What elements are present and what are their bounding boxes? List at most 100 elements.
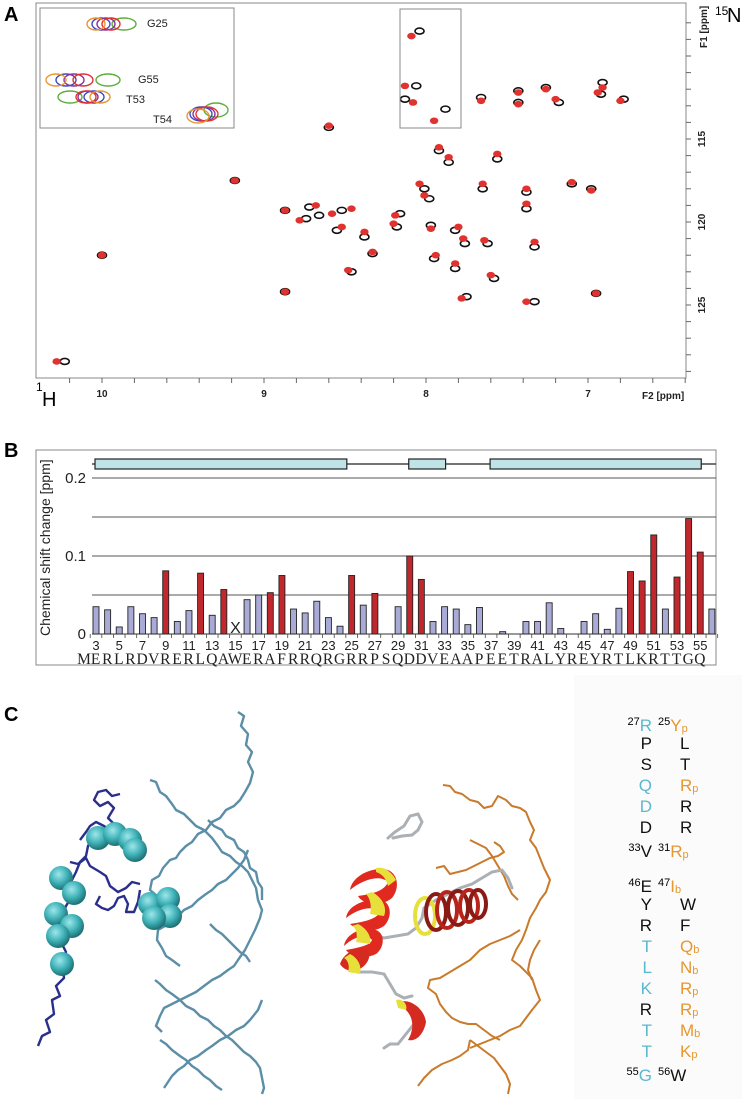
sequence-residue: L — [680, 733, 689, 754]
sequence-letter: L — [114, 651, 123, 668]
residue-number: 55 — [626, 1066, 639, 1078]
residue-number: 29 — [391, 638, 405, 653]
sequence-letter: R — [183, 651, 194, 668]
x-tick-label: 10 — [96, 389, 108, 400]
sequence-letter: L — [625, 651, 634, 668]
sequence-residue: R — [680, 817, 692, 838]
residue-annotation: p — [692, 1007, 699, 1019]
right-helix-coil — [413, 888, 488, 936]
sequence-residue: S — [641, 754, 652, 775]
sequence-letter: E — [486, 651, 495, 668]
bar-significant — [685, 518, 693, 635]
sequence-letter: D — [404, 651, 415, 668]
sequence-residue: T — [642, 1020, 652, 1041]
bound-peak — [400, 82, 410, 90]
bar-significant — [266, 592, 274, 635]
y-axis-label: Chemical shift change [ppm] — [37, 459, 53, 636]
sequence-residue: R — [640, 999, 652, 1020]
sequence-letter: A — [462, 651, 474, 668]
inset-contour — [55, 73, 77, 87]
residue-number: 15 — [228, 638, 242, 653]
bound-peak — [522, 298, 531, 305]
residue-annotation: b — [694, 1028, 701, 1040]
sequence-letter: R — [346, 651, 357, 668]
bound-peak — [514, 89, 523, 96]
residue-annotation: b — [693, 944, 700, 956]
bound-peak — [457, 295, 466, 302]
sequence-letter: A — [218, 651, 230, 668]
sequence-letter: R — [160, 651, 171, 668]
bound-peak — [450, 260, 460, 267]
residue-letter: R — [680, 979, 693, 998]
inset-contour — [86, 17, 106, 31]
x-axis-ticks: 10 9 8 7 — [69, 378, 686, 400]
bar — [92, 606, 100, 635]
residue-letter: I — [670, 877, 675, 896]
bar — [429, 621, 437, 635]
bound-peak — [591, 290, 601, 297]
right-orange-chain — [417, 784, 551, 1095]
sequence-letter: S — [382, 651, 391, 668]
residue-annotation: p — [681, 723, 688, 735]
sequence-letter: T — [660, 651, 670, 668]
bound-peak — [347, 205, 356, 213]
bar — [255, 594, 263, 635]
sequence-residue: Nb — [680, 957, 698, 982]
residue-number: 19 — [275, 638, 289, 653]
bound-peak — [522, 185, 531, 193]
residue-number: 43 — [554, 638, 568, 653]
residue-letter: T — [680, 755, 691, 774]
residue-letter: T — [641, 1021, 652, 1040]
sequence-residue: R — [680, 796, 692, 817]
bar — [104, 609, 112, 635]
peak-layer — [52, 27, 629, 366]
free-peak — [331, 226, 343, 235]
sequence-letter: F — [277, 651, 286, 668]
bound-peak — [593, 89, 602, 96]
bound-peak — [514, 100, 523, 108]
residue-letter: Y — [640, 895, 652, 914]
bar — [185, 610, 193, 635]
free-peak — [419, 185, 430, 193]
secondary-structure-track — [92, 458, 716, 470]
sequence-letter: R — [253, 651, 264, 668]
bound-peak — [551, 95, 560, 103]
bar — [173, 621, 181, 635]
residue-sphere — [50, 952, 74, 976]
inset-contour — [186, 108, 210, 124]
inset-contour — [45, 73, 67, 87]
sequence-letter: Q — [694, 651, 705, 668]
residue-number: 55 — [693, 638, 707, 653]
y-axis-title: F1 [ppm] — [699, 6, 710, 48]
inset-contour — [195, 106, 219, 122]
inset-contour — [72, 73, 94, 87]
sequence-letter: R — [602, 651, 613, 668]
free-peak — [313, 211, 325, 220]
sequence-residue: 25Yp — [658, 712, 688, 740]
x-tick-label: 7 — [585, 389, 591, 400]
inset-contour — [96, 17, 116, 31]
sequence-letter: Q — [392, 651, 403, 668]
sequence-residue: T — [642, 1041, 652, 1062]
sequence-letter: Q — [311, 651, 322, 668]
residue-letter: P — [640, 734, 652, 753]
bound-peak — [493, 150, 502, 158]
left-backbone-structure — [148, 711, 266, 1095]
helix-box — [94, 458, 348, 470]
x-ticks — [89, 634, 719, 638]
bar — [324, 617, 332, 635]
sequence-residue: 47Ib — [658, 873, 681, 901]
sequence-residue: Y — [641, 894, 652, 915]
residue-letter: W — [670, 1066, 687, 1085]
y-tick-label: 120 — [697, 213, 708, 230]
sequence-letter: E — [579, 651, 588, 668]
residue-letter: S — [640, 755, 652, 774]
right-helix-ribbons — [340, 867, 426, 1041]
bound-peak — [389, 220, 398, 227]
y-nucleus-sup: 15 — [715, 4, 729, 18]
free-peak — [423, 194, 435, 203]
sequence-letter: V — [427, 651, 439, 668]
free-peak — [410, 82, 422, 90]
sequence-letter: L — [544, 651, 553, 668]
sequence-letter: T — [672, 651, 682, 668]
